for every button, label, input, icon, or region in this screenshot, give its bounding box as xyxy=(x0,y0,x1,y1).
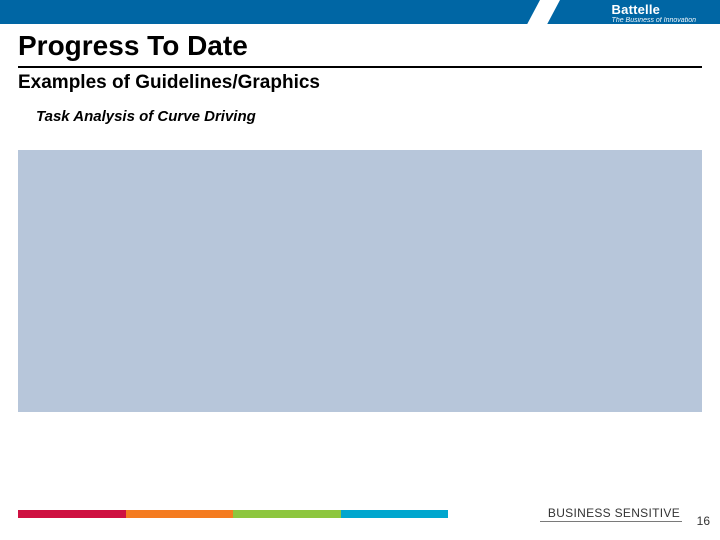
top-banner: Battelle The Business of Innovation xyxy=(0,0,720,24)
stripe-segment-2 xyxy=(126,510,234,518)
footer-stripe xyxy=(18,510,448,518)
stripe-segment-3 xyxy=(233,510,341,518)
page-subtitle: Examples of Guidelines/Graphics xyxy=(18,72,320,94)
content-placeholder xyxy=(18,150,702,412)
page-title: Progress To Date xyxy=(18,30,248,62)
title-underline xyxy=(18,66,702,68)
banner-left xyxy=(0,0,560,24)
classification-underline xyxy=(540,521,682,522)
brand-logo: Battelle The Business of Innovation xyxy=(612,3,696,24)
classification-label: BUSINESS SENSITIVE xyxy=(548,506,680,520)
stripe-segment-1 xyxy=(18,510,126,518)
page-number: 16 xyxy=(697,514,710,528)
brand-name: Battelle xyxy=(612,3,696,16)
stripe-segment-4 xyxy=(341,510,449,518)
brand-tagline: The Business of Innovation xyxy=(612,17,696,24)
task-heading: Task Analysis of Curve Driving xyxy=(36,108,256,125)
banner-right: Battelle The Business of Innovation xyxy=(560,0,720,24)
slide: Battelle The Business of Innovation Prog… xyxy=(0,0,720,540)
